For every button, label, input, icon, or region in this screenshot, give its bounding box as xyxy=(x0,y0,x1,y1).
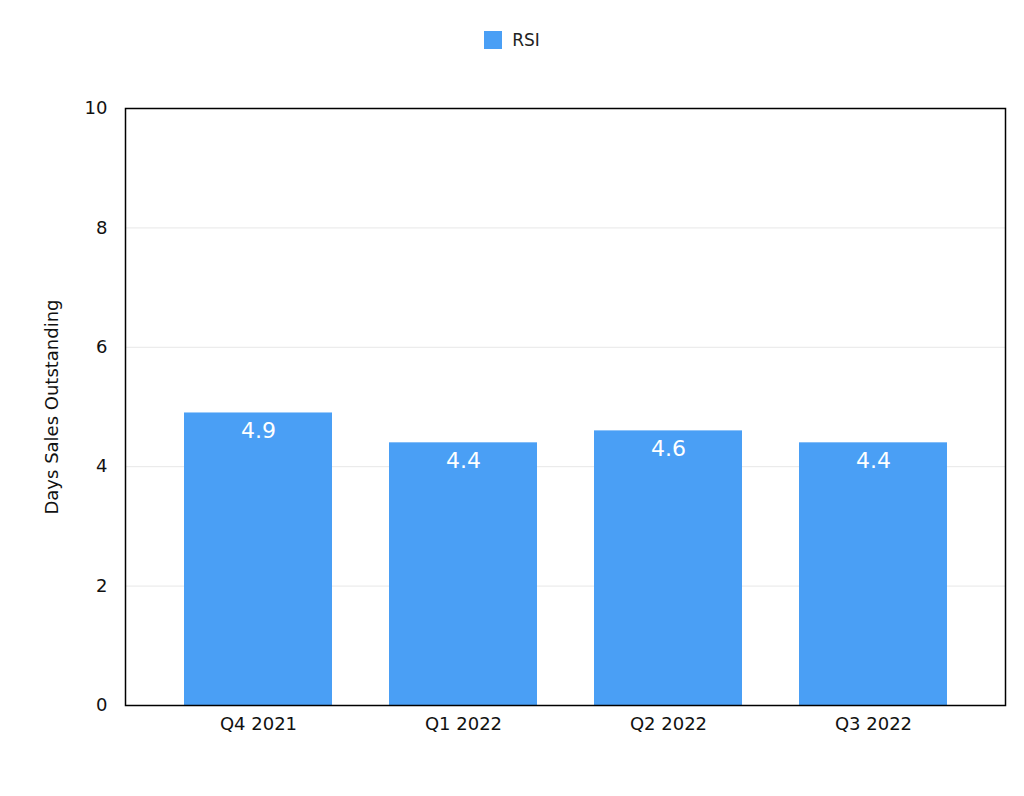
svg-text:4: 4 xyxy=(96,455,107,476)
svg-text:0: 0 xyxy=(96,694,107,715)
svg-text:4.4: 4.4 xyxy=(446,448,481,473)
svg-text:Q1 2022: Q1 2022 xyxy=(425,713,502,734)
svg-text:6: 6 xyxy=(96,336,107,357)
svg-text:4.6: 4.6 xyxy=(651,436,686,461)
svg-text:4.9: 4.9 xyxy=(241,418,276,443)
svg-text:2: 2 xyxy=(96,575,107,596)
svg-text:Q2 2022: Q2 2022 xyxy=(630,713,707,734)
svg-text:10: 10 xyxy=(85,97,108,118)
svg-text:4.4: 4.4 xyxy=(856,448,891,473)
svg-text:Q4 2021: Q4 2021 xyxy=(220,713,297,734)
svg-text:8: 8 xyxy=(96,217,107,238)
svg-text:Q3 2022: Q3 2022 xyxy=(835,713,912,734)
svg-text:Days Sales Outstanding: Days Sales Outstanding xyxy=(41,299,62,514)
html-text:RSI: RSI xyxy=(512,30,540,50)
